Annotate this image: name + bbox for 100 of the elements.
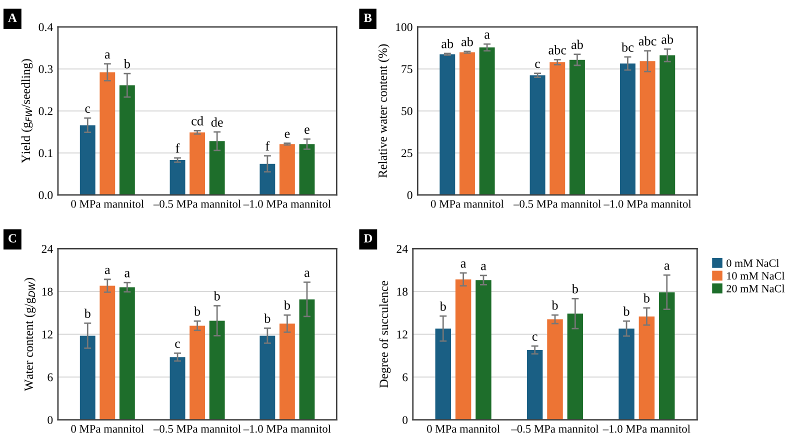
bar [435, 328, 452, 420]
bar [299, 144, 315, 195]
y-tick-label: 6 [402, 373, 408, 382]
data-label: b [623, 306, 630, 316]
bar [209, 320, 225, 420]
data-label: b [214, 291, 220, 301]
x-tick-label: –0.5 MPa mannitol [153, 200, 241, 208]
data-label: b [572, 284, 578, 294]
bar [190, 132, 206, 195]
bar [620, 64, 636, 195]
bar [459, 52, 475, 195]
bar [479, 47, 495, 195]
data-label: ab [461, 36, 473, 46]
bar [455, 279, 472, 420]
chart-title: B [364, 14, 372, 22]
bar [659, 292, 675, 420]
x-tick-label: –1.0 MPa mannitol [602, 424, 690, 433]
chart-title: A [8, 14, 17, 22]
y-tick-label: 75 [402, 65, 412, 74]
legend-label: 10 mM NaCl [727, 272, 785, 280]
bar [80, 125, 96, 195]
data-label: e [304, 128, 310, 134]
data-label: a [484, 32, 490, 39]
bar [279, 324, 295, 420]
x-tick-label: –1.0 MPa mannitol [604, 200, 692, 208]
data-label: f [266, 141, 270, 151]
bar [260, 164, 276, 195]
data-label: b [284, 300, 290, 310]
y-tick-label: 12 [42, 330, 52, 338]
data-label: c [175, 342, 180, 348]
y-tick-label: 100 [396, 23, 412, 32]
data-label: a [104, 268, 110, 274]
data-label: a [481, 264, 486, 270]
y-tick-label: 0.3 [38, 65, 53, 74]
bar [567, 314, 584, 420]
data-label: f [176, 143, 180, 153]
x-tick-label: 0 MPa mannitol [427, 424, 500, 433]
bar [618, 328, 634, 420]
x-tick-label: –0.5 MPa mannitol [513, 200, 601, 208]
bar [190, 326, 206, 420]
y-tick-label: 0 [48, 416, 53, 424]
y-tick-label: 18 [42, 288, 53, 296]
bar [569, 60, 585, 195]
data-label: b [194, 306, 200, 316]
y-axis-title: Relative water content (%) [378, 44, 390, 178]
data-label: cd [192, 116, 204, 126]
data-label: b [84, 308, 90, 318]
bar [209, 141, 225, 195]
data-label: b [643, 293, 650, 303]
bar [279, 144, 295, 195]
legend-label: 0 mM NaCl [726, 259, 780, 267]
x-tick-label: 0 MPa mannitol [71, 424, 144, 433]
y-axis-title: Degree of succulence [379, 280, 391, 388]
y-tick-label: 18 [397, 288, 408, 296]
data-label: e [284, 132, 290, 138]
y-axis-title: Yield (g$_{FW}$/seedling) [21, 59, 33, 164]
bar [476, 280, 492, 420]
y-tick-label: 12 [397, 330, 408, 338]
y-tick-label: 0 [402, 416, 408, 424]
x-tick-label: 0 MPa mannitol [71, 200, 144, 208]
y-tick-label: 0.0 [38, 191, 53, 200]
data-label: a [664, 264, 670, 270]
data-label: de [211, 117, 223, 127]
data-label: c [532, 334, 538, 341]
data-label: bc [621, 42, 634, 52]
data-label: b [124, 59, 130, 68]
data-label: a [124, 271, 130, 278]
bar [660, 55, 676, 195]
bar [526, 350, 543, 420]
bar [640, 61, 656, 195]
data-label: ab [442, 38, 454, 48]
y-tick-label: 24 [396, 245, 408, 253]
x-tick-label: –0.5 MPa mannitol [511, 424, 599, 433]
data-label: a [304, 270, 310, 277]
data-label: ab [571, 40, 583, 50]
bar [170, 357, 186, 420]
y-tick-label: 24 [42, 245, 53, 253]
bar [100, 286, 116, 420]
x-tick-label: –0.5 MPa mannitol [153, 424, 241, 433]
bar [80, 336, 96, 420]
bar [440, 54, 456, 195]
chart-title: C [8, 234, 16, 243]
bar [547, 319, 563, 420]
y-tick-label: 6 [48, 373, 53, 382]
chart-title: D [364, 234, 372, 242]
x-tick-label: –1.0 MPa mannitol [243, 424, 331, 433]
data-label: b [440, 302, 446, 311]
bar [100, 72, 116, 195]
bar [260, 336, 276, 420]
data-label: b [264, 314, 270, 323]
y-axis-title: Water content (g/g$_{DW}$) [24, 278, 36, 392]
bar [119, 287, 135, 420]
data-label: ab [662, 34, 674, 44]
legend-label: 20 mM NaCl [726, 284, 785, 292]
data-label: c [535, 62, 540, 68]
y-tick-label: 0 [407, 191, 412, 200]
y-tick-label: 0.2 [38, 107, 52, 116]
bar [638, 316, 655, 420]
bar [170, 160, 186, 195]
x-tick-label: –1.0 MPa mannitol [243, 200, 331, 208]
